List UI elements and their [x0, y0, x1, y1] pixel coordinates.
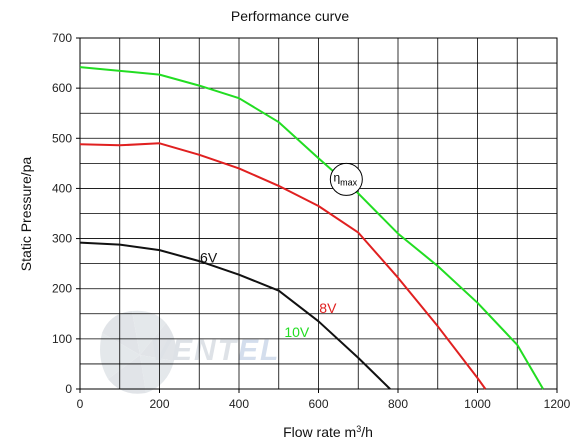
y-tick-label: 200 — [52, 282, 72, 296]
x-tick-label: 1000 — [464, 397, 491, 411]
eta-max-marker — [329, 162, 363, 196]
eta-max-label: ηmax — [333, 170, 357, 187]
x-tick-label: 600 — [308, 397, 328, 411]
series-line-6v — [79, 241, 391, 390]
y-tick-label: 600 — [52, 81, 72, 95]
y-tick-label: 0 — [65, 382, 72, 396]
series-line-8v — [79, 142, 487, 390]
x-axis-label: Flow rate m3/h — [283, 424, 373, 440]
fan-logo-icon — [100, 310, 176, 394]
x-tick-label: 800 — [388, 397, 408, 411]
y-tick-label: 100 — [52, 332, 72, 346]
y-tick-label: 400 — [52, 181, 72, 195]
chart-title: Performance curve — [231, 8, 349, 24]
y-tick-label: 300 — [52, 232, 72, 246]
y-tick-label: 700 — [52, 31, 72, 45]
series-label-6v: 6V — [200, 250, 218, 266]
x-tick-label: 1200 — [544, 397, 571, 411]
annotation-group: ηmax — [329, 162, 363, 196]
y-tick-label: 500 — [52, 131, 72, 145]
ventel-watermark: VENTEL — [100, 310, 280, 394]
x-tick-label: 200 — [149, 397, 169, 411]
watermark-text: VENTEL — [150, 334, 280, 367]
x-tick-label: 400 — [229, 397, 249, 411]
series-label-8v: 8V — [319, 300, 337, 316]
grid — [80, 38, 557, 389]
y-axis-label: Static Pressure/pa — [18, 157, 34, 272]
axis-ticks: 0 200 400 600 800 1000 1200 0 100 200 300 400 500 600… — [52, 31, 571, 411]
series-label-10v: 10V — [284, 324, 310, 340]
x-tick-label: 0 — [77, 397, 84, 411]
